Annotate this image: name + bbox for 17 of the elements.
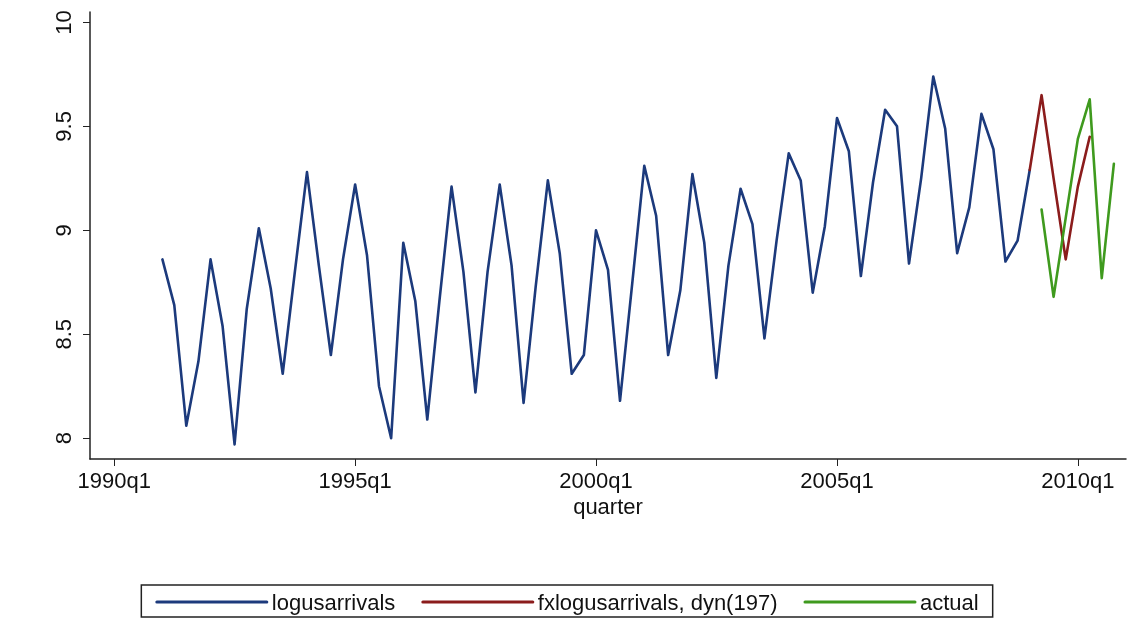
y-tick-label: 10 bbox=[50, 10, 76, 35]
y-tick-label: 8.5 bbox=[50, 318, 76, 350]
legend-label: fxlogusarrivals, dyn(197) bbox=[537, 589, 778, 615]
x-tick-label: 2010q1 bbox=[1041, 467, 1115, 493]
line-series bbox=[161, 75, 1032, 446]
line-series bbox=[1028, 93, 1092, 261]
y-tick-label: 9.5 bbox=[50, 111, 76, 142]
y-tick-label: 9 bbox=[50, 224, 76, 237]
x-tick-label: 1995q1 bbox=[318, 467, 392, 493]
x-tick-label: 1990q1 bbox=[77, 467, 151, 493]
x-tick-label: 2000q1 bbox=[559, 467, 633, 493]
x-axis-title: quarter bbox=[573, 494, 643, 520]
x-tick-label: 2005q1 bbox=[800, 467, 874, 493]
legend-label: logusarrivals bbox=[271, 589, 396, 615]
y-tick-label: 8 bbox=[50, 432, 76, 445]
line-series bbox=[1040, 98, 1116, 299]
legend-label: actual bbox=[919, 589, 979, 615]
